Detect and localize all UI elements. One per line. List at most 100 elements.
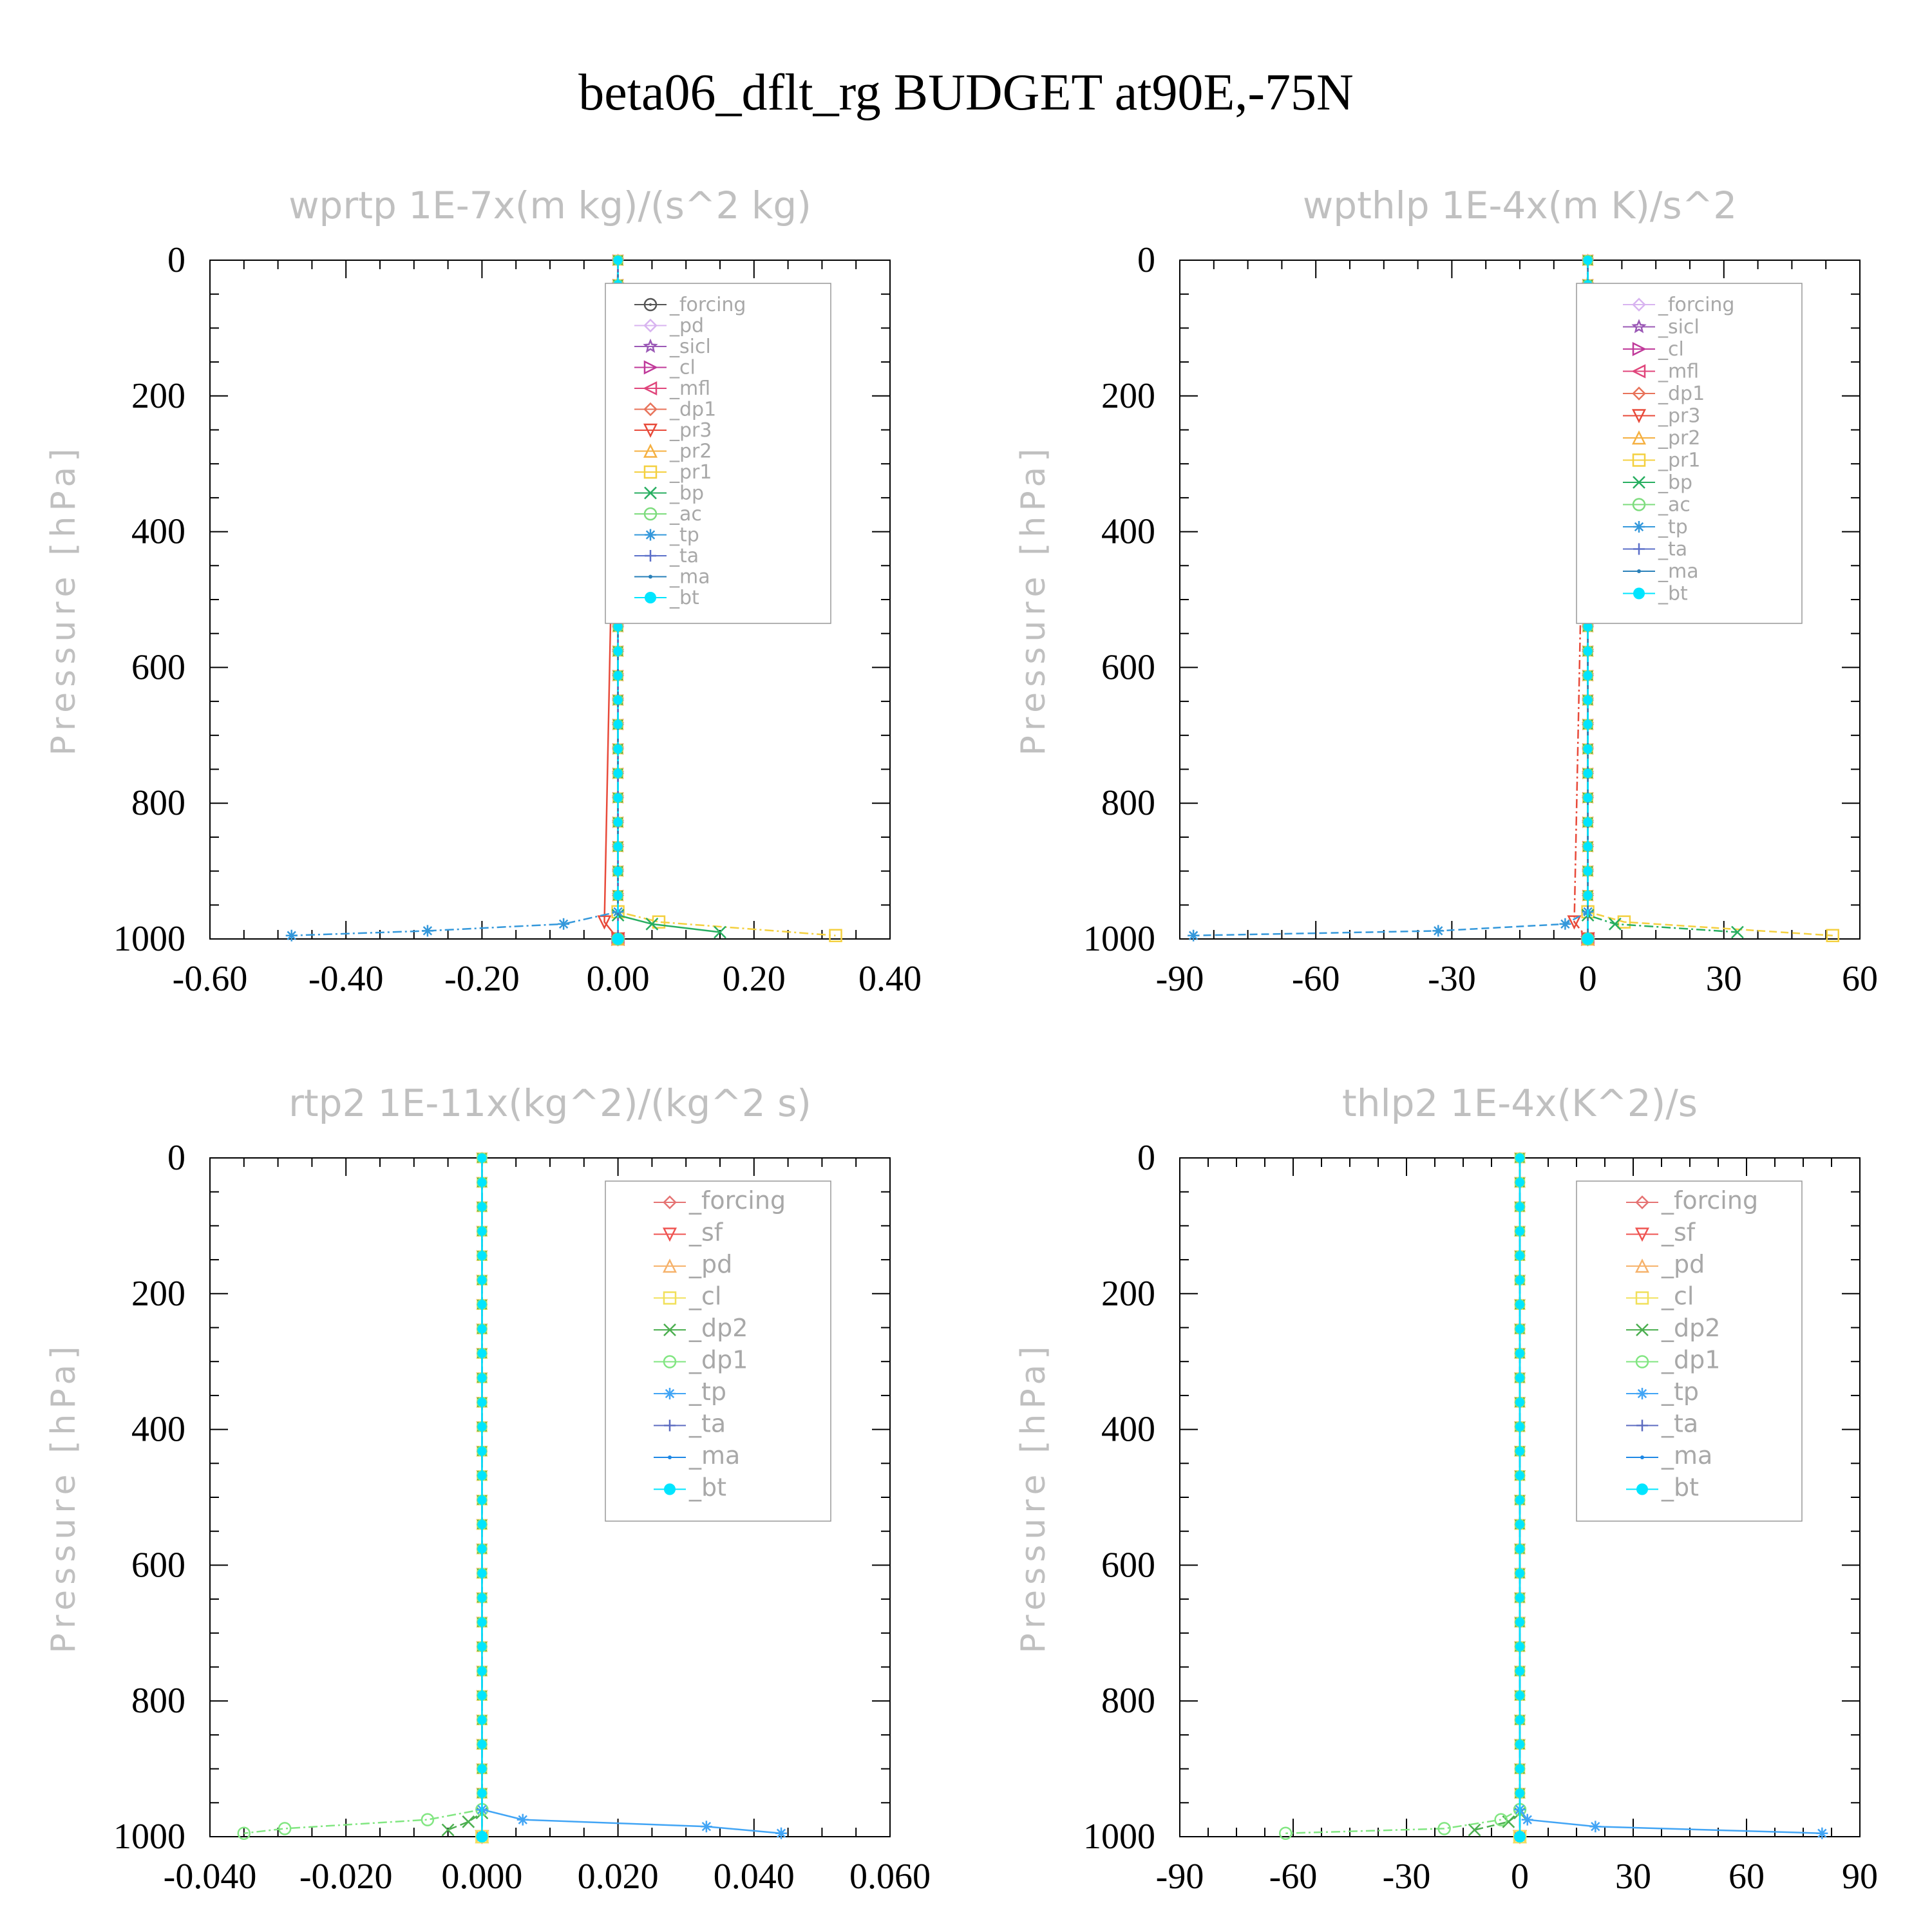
legend-marker — [662, 1227, 677, 1242]
y-tick-label: 600 — [1101, 647, 1155, 687]
data-point — [1515, 1202, 1524, 1211]
legend-marker — [1633, 476, 1645, 489]
series-line — [1474, 1158, 1521, 1831]
legend-marker — [643, 507, 658, 521]
legend-item-dp2: _dp2 — [1626, 1314, 1720, 1342]
y-tick-label: 400 — [131, 512, 185, 552]
x-tick-label: 0.000 — [441, 1857, 522, 1897]
legend-label: _ac — [669, 503, 702, 526]
legend-label: _forcing — [688, 1186, 786, 1215]
legend-marker — [1633, 521, 1645, 533]
data-point — [1515, 1324, 1524, 1334]
x-tick-label: 0.060 — [849, 1857, 931, 1897]
series-bt — [1514, 1153, 1526, 1842]
y-axis-label: Pressure [hPa] — [1014, 444, 1053, 756]
legend-label: _pd — [669, 315, 704, 337]
data-point — [477, 1788, 487, 1798]
data-point — [1816, 1827, 1828, 1839]
x-tick-label: -0.60 — [173, 959, 248, 999]
y-tick-label: 1000 — [113, 919, 185, 959]
x-tick-label: 30 — [1615, 1857, 1651, 1897]
legend-label: _tp — [1658, 516, 1688, 538]
legend-label: _dp2 — [688, 1314, 748, 1342]
data-point — [477, 1617, 487, 1627]
y-tick-label: 0 — [167, 240, 185, 280]
legend-label: _dp1 — [1658, 383, 1705, 405]
legend-marker — [643, 318, 658, 333]
data-point — [1515, 1300, 1524, 1309]
y-tick-label: 0 — [1137, 1138, 1155, 1178]
legend-label: _pr1 — [1658, 450, 1700, 472]
x-tick-label: -90 — [1156, 959, 1204, 999]
legend-label: _mfl — [669, 377, 710, 400]
legend-item-bt: _bt — [654, 1473, 726, 1502]
legend-item-dp1: _dp1 — [1623, 383, 1705, 405]
legend-item-tp: _tp — [1623, 516, 1688, 538]
chart-panel-2: wpthlp 1E-4x(m K)/s^2 Pressure [hPa] 0 200 4… — [1014, 184, 1878, 999]
legend-label: _forcing — [669, 294, 746, 316]
data-point — [1468, 1823, 1481, 1837]
legend-marker — [1636, 1419, 1648, 1432]
data-point — [1515, 1788, 1524, 1798]
legend-label: _ta — [1658, 538, 1687, 561]
data-point — [477, 1446, 487, 1456]
data-point — [1583, 695, 1593, 705]
legend-marker — [1635, 1195, 1649, 1209]
legend-item-ac: _ac — [634, 503, 702, 526]
panel-title: thlp2 1E-4x(K^2)/s — [1342, 1081, 1698, 1125]
legend-marker — [664, 1388, 676, 1399]
legend-label: _dp1 — [669, 399, 716, 421]
data-point — [1583, 671, 1593, 681]
y-tick-label: 800 — [1101, 1681, 1155, 1721]
data-point — [1583, 817, 1593, 827]
legend-marker — [649, 574, 652, 579]
data-point — [477, 1324, 487, 1334]
data-point — [1583, 719, 1593, 729]
legend-marker — [1631, 319, 1647, 334]
data-point — [1515, 1520, 1524, 1530]
data-point — [1583, 744, 1593, 753]
series-line — [243, 1158, 483, 1834]
x-tick-label: -0.20 — [444, 959, 520, 999]
data-point — [477, 1349, 487, 1358]
data-point — [1515, 1666, 1524, 1676]
legend-marker — [643, 443, 658, 458]
legend-marker-ring — [643, 298, 658, 312]
legend-item-bp: _bp — [1623, 471, 1692, 494]
data-point — [1583, 866, 1593, 876]
legend-item-tp: _tp — [1626, 1378, 1699, 1406]
data-point — [613, 256, 623, 265]
legend-item-pr2: _pr2 — [1623, 427, 1700, 450]
legend-box — [605, 1180, 831, 1522]
legend-label: _sicl — [1658, 316, 1700, 339]
legend-marker — [1636, 1483, 1648, 1495]
x-tick-label: 0 — [1579, 959, 1597, 999]
legend-item-forcing: _forcing — [634, 294, 746, 316]
legend-marker — [1635, 1291, 1649, 1305]
legend-item-dp1: _dp1 — [1626, 1346, 1720, 1374]
x-tick-label: 60 — [1728, 1857, 1765, 1897]
data-point — [613, 768, 623, 778]
data-point — [477, 1202, 487, 1211]
panel-title: rtp2 1E-11x(kg^2)/(kg^2 s) — [289, 1081, 811, 1125]
legend-box — [605, 283, 831, 624]
data-point — [613, 891, 623, 900]
data-point — [462, 1815, 475, 1828]
legend-item-bt: _bt — [1623, 583, 1688, 605]
legend-label: _tp — [1661, 1378, 1699, 1406]
data-point — [1515, 1397, 1524, 1407]
legend-item-mfl: _mfl — [634, 377, 710, 400]
y-tick-label: 200 — [131, 376, 185, 416]
data-point — [1515, 1251, 1524, 1260]
data-point — [477, 1642, 487, 1651]
legend-item-ta: _ta — [1623, 538, 1687, 561]
legend-label: _ma — [1661, 1441, 1712, 1470]
series-dp1 — [1279, 1152, 1527, 1840]
data-point — [477, 1177, 487, 1187]
legend-label: _bp — [669, 482, 704, 505]
chart-panel-1: wprtp 1E-7x(m kg)/(s^2 kg) Pressure [hPa]… — [44, 184, 922, 999]
legend-item-pd: _pd — [1626, 1250, 1705, 1278]
y-tick-label: 800 — [131, 783, 185, 823]
data-point — [1731, 925, 1744, 939]
